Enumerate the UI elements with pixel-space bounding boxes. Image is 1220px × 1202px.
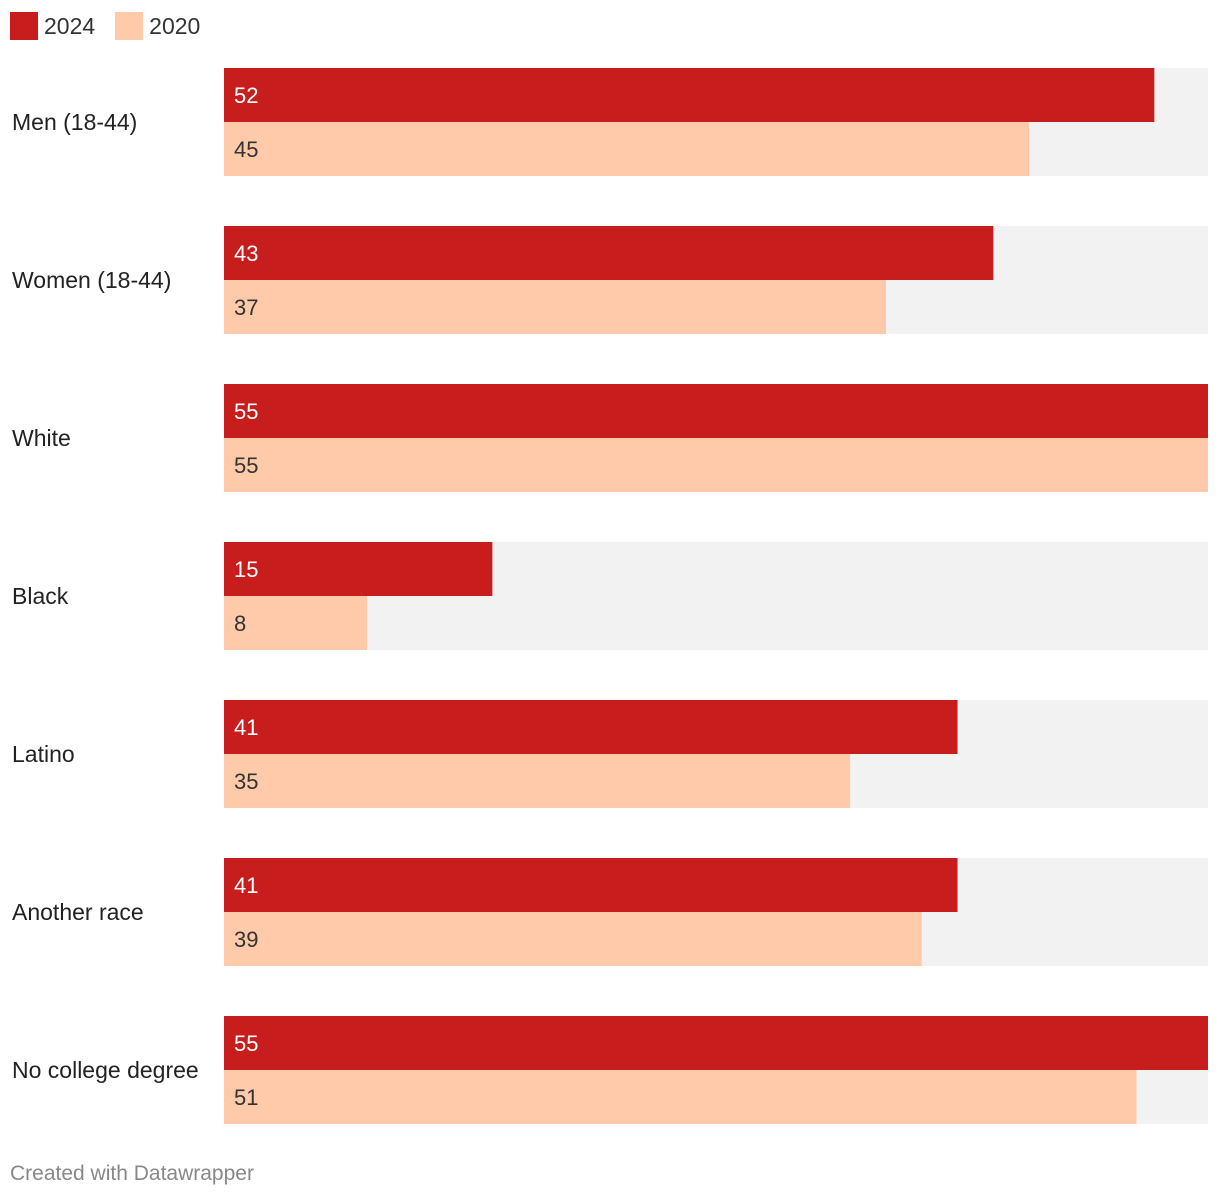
- legend-label-2024: 2024: [44, 12, 96, 39]
- legend-item-2024: 2024: [10, 12, 95, 40]
- value-label-2020-men-18-44: 45: [234, 137, 258, 162]
- category-label-black: Black: [12, 583, 69, 609]
- bar-2024-men-18-44: [224, 68, 1155, 122]
- category-label-no-college-degree: No college degree: [12, 1057, 199, 1083]
- legend-swatch-2020: [115, 12, 144, 40]
- bar-2020-women-18-44: [224, 280, 886, 334]
- value-label-2024-white: 55: [234, 399, 258, 424]
- bar-2020-men-18-44: [224, 122, 1030, 176]
- bar-2020-no-college-degree: [224, 1070, 1137, 1124]
- bar-2024-another-race: [224, 858, 958, 912]
- value-label-2020-no-college-degree: 51: [234, 1085, 258, 1110]
- bar-2024-latino: [224, 700, 958, 754]
- category-label-white: White: [12, 425, 71, 451]
- value-label-2020-women-18-44: 37: [234, 295, 258, 320]
- category-label-men-18-44: Men (18-44): [12, 109, 137, 135]
- value-label-2024-men-18-44: 52: [234, 83, 258, 108]
- legend-item-2020: 2020: [115, 12, 200, 40]
- value-label-2020-another-race: 39: [234, 927, 258, 952]
- legend-swatch-2024: [10, 12, 38, 40]
- category-label-another-race: Another race: [12, 899, 144, 925]
- legend-label-2020: 2020: [149, 12, 201, 39]
- bar-2020-another-race: [224, 912, 922, 966]
- value-label-2024-latino: 41: [234, 715, 258, 740]
- bar-2020-black: [224, 596, 368, 650]
- value-label-2024-another-race: 41: [234, 873, 258, 898]
- value-label-2024-black: 15: [234, 557, 258, 582]
- bar-2020-latino: [224, 754, 851, 808]
- value-label-2020-black: 8: [234, 611, 246, 636]
- bar-2024-no-college-degree: [224, 1016, 1208, 1070]
- bar-chart: Men (18-44) 52 45 Women (18-44) 43 37 White 55 5…: [12, 68, 1208, 1124]
- value-label-2024-no-college-degree: 55: [234, 1031, 258, 1056]
- value-label-2020-latino: 35: [234, 769, 258, 794]
- bar-2024-women-18-44: [224, 226, 994, 280]
- bar-2024-black: [224, 542, 493, 596]
- value-label-2024-women-18-44: 43: [234, 241, 258, 266]
- category-label-latino: Latino: [12, 741, 75, 767]
- legend: 2024 2020: [10, 10, 220, 42]
- bar-2020-white: [224, 438, 1208, 492]
- category-label-women-18-44: Women (18-44): [12, 267, 171, 293]
- value-label-2020-white: 55: [234, 453, 258, 478]
- datawrapper-credit: Created with Datawrapper: [10, 1162, 254, 1185]
- bar-2024-white: [224, 384, 1208, 438]
